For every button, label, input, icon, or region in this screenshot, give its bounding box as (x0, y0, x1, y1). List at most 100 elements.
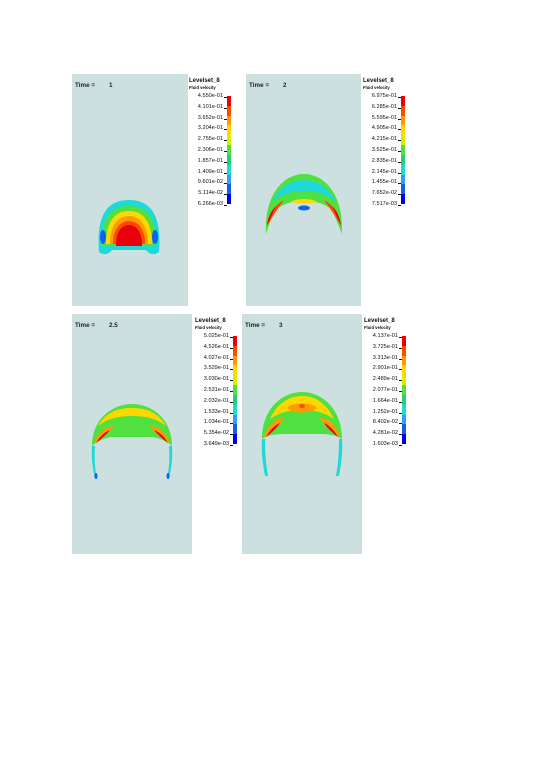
legend-subtitle: Fluid velocity (364, 325, 391, 330)
legend-value: 1.034e-01 (203, 419, 229, 426)
legend-value: 5.025e-01 (203, 333, 229, 339)
time-value: 3 (279, 322, 283, 329)
colorbar-segment (401, 96, 405, 107)
legend-title: Levelset_8 (363, 78, 394, 84)
time-readout: Time = 2 (249, 82, 287, 89)
colorbar-segment (402, 355, 406, 366)
legend-tick (399, 337, 402, 338)
legend-tick (224, 183, 227, 184)
legend-value: 2.901e-01 (372, 365, 398, 372)
legend-value: 4.905e-01 (371, 125, 397, 132)
legend-scale: 5.025e-01 4.526e-01 4.027e-01 3.529e-01 3.03… (195, 333, 239, 447)
colorbar-segment (233, 394, 237, 406)
legend-value: 4.027e-01 (203, 354, 229, 361)
colorbar-segment (401, 145, 405, 156)
legend-value: 5.354e-02 (203, 430, 229, 437)
colorbar-segment (227, 164, 231, 176)
colorbar-segment (401, 115, 405, 126)
legend-colorbar (402, 336, 406, 446)
legend-tick (399, 434, 402, 435)
legend-value: 2.489e-01 (372, 376, 398, 383)
colorbar-segment (227, 105, 231, 117)
legend-value: 3.652e-01 (197, 114, 223, 121)
colorbar-segment (233, 345, 237, 357)
legend-value: 4.281e-02 (372, 430, 398, 437)
colorbar-segment (401, 105, 405, 117)
legend-tick (230, 434, 233, 435)
legend-value: 4.137e-01 (372, 333, 398, 339)
legend-colorbar (233, 336, 237, 446)
legend-subtitle: Fluid velocity (195, 325, 222, 330)
legend-value: 1.533e-01 (203, 408, 229, 415)
legend-tick (230, 391, 233, 392)
colorbar-segment (402, 385, 406, 396)
legend-value: 3.525e-01 (371, 147, 397, 153)
legend-tick (224, 97, 227, 98)
colorbar-segment (401, 135, 405, 146)
legend-tick (398, 172, 401, 174)
legend-value: 1.857e-01 (197, 157, 223, 164)
colorbar-segment (402, 434, 406, 445)
legend-colorbar (227, 96, 231, 206)
colorbar-segment (402, 424, 406, 435)
colorbar-segment (227, 194, 231, 205)
velocity-field-plot (98, 200, 160, 255)
legend-tick (224, 194, 227, 195)
legend-value: 3.529e-01 (203, 365, 229, 372)
colorbar-segment (227, 115, 231, 126)
plot-panel-t2-5: Time = 2.5 Levelset_8 Fluid velocity 5.02… (72, 314, 237, 554)
colorbar-segment (233, 375, 237, 386)
time-value: 2 (283, 82, 287, 89)
legend-value: 1.252e-01 (372, 408, 398, 415)
legend-value: 4.526e-01 (203, 343, 229, 350)
legend-value: 1.455e-01 (371, 179, 397, 186)
legend-value: 6.285e-01 (371, 103, 397, 110)
colorbar-segment (233, 385, 237, 396)
legend-tick (399, 380, 402, 381)
legend-value: 2.032e-01 (203, 397, 229, 404)
legend-tick (230, 337, 233, 338)
colorbar-segment (402, 375, 406, 386)
colorbar-segment (233, 365, 237, 376)
colorbar-segment (402, 345, 406, 357)
legend-tick (398, 118, 401, 120)
legend-tick (399, 445, 402, 446)
legend-tick (399, 412, 402, 414)
colorbar-segment (227, 125, 231, 136)
colorbar-segment (227, 174, 231, 185)
time-label: Time = (75, 82, 96, 89)
time-value: 2.5 (109, 322, 118, 329)
colorbar-segment (233, 404, 237, 416)
legend-value: 4.550e-01 (197, 93, 223, 99)
velocity-field-plot (265, 174, 343, 234)
legend-tick (230, 380, 233, 381)
colorbar-segment (233, 414, 237, 425)
legend-tick (230, 445, 233, 446)
time-readout: Time = 2.5 (75, 322, 118, 329)
legend-value: 6.266e-03 (197, 201, 223, 207)
legend-tick (398, 205, 401, 206)
colorbar-segment (227, 145, 231, 156)
time-readout: Time = 3 (245, 322, 283, 329)
legend-colorbar (401, 96, 405, 206)
colorbar-segment (227, 154, 231, 166)
plot-panel-t3: Time = 3 Levelset_8 Fluid velocity 4.137e… (242, 314, 406, 554)
colorbar-segment (401, 154, 405, 166)
plot-panel-t2: Time = 2 Levelset_8 Fluid velocity 6.975e… (246, 74, 405, 306)
legend-value: 1.409e-01 (197, 168, 223, 175)
colorbar-segment (227, 96, 231, 107)
colorbar-segment (401, 194, 405, 205)
legend-tick (230, 347, 233, 349)
legend-tick (224, 140, 227, 141)
legend-title: Levelset_8 (189, 78, 220, 84)
legend-tick (230, 358, 233, 360)
legend-tick (224, 205, 227, 206)
colorbar-segment (402, 336, 406, 347)
legend-tick (398, 107, 401, 109)
colorbar-segment (227, 184, 231, 195)
colorbar-segment (401, 184, 405, 195)
legend-value: 2.306e-01 (197, 147, 223, 153)
legend-tick (399, 391, 402, 392)
colorbar-segment (233, 434, 237, 445)
colorbar-segment (402, 365, 406, 376)
